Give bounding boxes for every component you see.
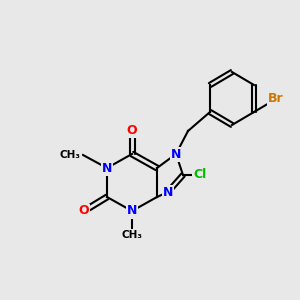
Text: CH₃: CH₃ bbox=[122, 230, 142, 240]
Text: O: O bbox=[79, 205, 89, 218]
Text: Cl: Cl bbox=[194, 169, 207, 182]
Text: CH₃: CH₃ bbox=[60, 150, 81, 160]
Text: O: O bbox=[127, 124, 137, 136]
Text: N: N bbox=[171, 148, 181, 160]
Text: Br: Br bbox=[268, 92, 284, 106]
Text: N: N bbox=[127, 205, 137, 218]
Text: N: N bbox=[163, 185, 173, 199]
Text: N: N bbox=[102, 161, 112, 175]
